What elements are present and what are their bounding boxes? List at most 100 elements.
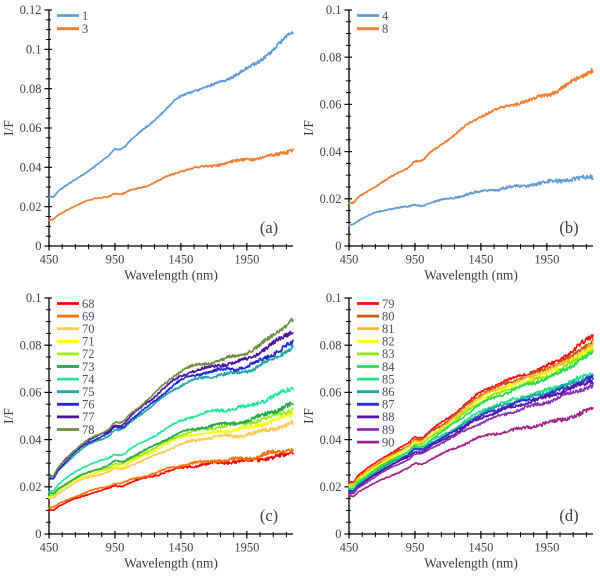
axes-frame: [348, 298, 593, 535]
legend-label-87: 87: [382, 398, 395, 412]
series-73-line: [48, 401, 294, 495]
x-tick-label: 950: [406, 541, 425, 555]
y-tick-label: 0.04: [320, 145, 343, 159]
panel-letter: (c): [260, 506, 278, 525]
legend-label-8: 8: [382, 22, 388, 36]
legend-label-74: 74: [82, 372, 95, 386]
panel-b: 450 950 1450 1950 0 0.02 0.04 0.06 0.08 0.1 Wavele…: [300, 0, 600, 288]
legend-label-78: 78: [82, 423, 95, 437]
chart-panel-b: 450 950 1450 1950 0 0.02 0.04 0.06 0.08 0.1 Wavele…: [301, 3, 594, 283]
legend-label-86: 86: [382, 385, 395, 399]
x-axis-title: Wavelength (nm): [424, 268, 518, 283]
legend-label-79: 79: [382, 297, 395, 311]
x-tick-label: 1950: [234, 541, 259, 555]
y-tick-label: 0.08: [320, 338, 342, 352]
x-axis-title: Wavelength (nm): [124, 556, 218, 571]
legend-label-90: 90: [382, 435, 395, 449]
y-tick-label: 0.02: [20, 200, 42, 214]
panel-d: 450 950 1450 1950 0 0.02 0.04 0.06 0.08 0.1 Wavele…: [300, 288, 600, 576]
legend-label-68: 68: [82, 297, 95, 311]
legend-label-70: 70: [82, 322, 95, 336]
y-tick-label: 0.06: [320, 98, 342, 112]
y-tick-label: 0.1: [26, 43, 42, 57]
legend-label-75: 75: [82, 385, 95, 399]
series-71-line: [48, 411, 294, 498]
chart-panel-d: 450 950 1450 1950 0 0.02 0.04 0.06 0.08 0.1 Wavele…: [301, 291, 594, 571]
y-axis-title: I/F: [301, 120, 316, 136]
x-tick-label: 1950: [534, 253, 559, 267]
panel-letter: (d): [559, 506, 578, 525]
x-tick-label: 450: [340, 541, 359, 555]
legend-label-76: 76: [82, 398, 95, 412]
x-tick-label: 1950: [534, 541, 559, 555]
legend-label-81: 81: [382, 322, 395, 336]
legend-label-83: 83: [382, 347, 395, 361]
y-tick-label: 0: [335, 239, 341, 253]
y-tick-label: 0.04: [20, 433, 43, 447]
y-tick-label: 0.02: [320, 480, 342, 494]
axes-frame: [348, 10, 593, 247]
series-3-line: [48, 148, 294, 222]
y-axis-title: I/F: [1, 408, 16, 424]
x-axis-title: Wavelength (nm): [424, 556, 518, 571]
legend-label-73: 73: [82, 360, 95, 374]
series-70-line: [48, 419, 294, 500]
y-tick-label: 0.06: [320, 386, 342, 400]
x-tick-label: 950: [406, 253, 425, 267]
series-69-line: [48, 447, 294, 509]
series-79-line: [348, 334, 594, 484]
x-tick-label: 450: [40, 253, 59, 267]
legend-label-72: 72: [82, 347, 95, 361]
x-tick-label: 950: [106, 541, 125, 555]
series-74-line: [48, 386, 294, 493]
y-tick-label: 0.06: [20, 121, 42, 135]
axes-frame: [48, 10, 293, 247]
x-tick-label: 1450: [168, 541, 193, 555]
legend-label-84: 84: [382, 360, 395, 374]
chart-panel-a: 450 950 1450 1950 0 0.02 0.04 0.06 0.08 0.1 0.12 Wa…: [1, 3, 294, 283]
x-tick-label: 1450: [468, 253, 493, 267]
y-tick-label: 0.04: [320, 433, 343, 447]
chart-panel-c: 450 950 1450 1950 0 0.02 0.04 0.06 0.08 0.1 Wavele…: [1, 291, 294, 571]
series-75-line: [48, 344, 294, 481]
x-tick-label: 1450: [168, 253, 193, 267]
y-tick-label: 0.08: [20, 338, 42, 352]
y-tick-label: 0.08: [320, 50, 342, 64]
axes-frame: [48, 298, 293, 535]
series-1-line: [48, 31, 294, 199]
legend-label-4: 4: [382, 9, 389, 23]
series-78-line: [48, 317, 294, 478]
y-tick-label: 0.08: [20, 82, 42, 96]
panel-letter: (a): [260, 218, 278, 237]
x-tick-label: 450: [40, 541, 59, 555]
y-tick-label: 0: [335, 527, 341, 541]
legend-label-1: 1: [82, 9, 88, 23]
x-tick-label: 1450: [468, 541, 493, 555]
x-tick-label: 450: [340, 253, 359, 267]
x-axis-title: Wavelength (nm): [124, 268, 218, 283]
series-82-line: [348, 345, 594, 489]
legend-label-77: 77: [82, 410, 95, 424]
x-tick-label: 950: [106, 253, 125, 267]
y-tick-label: 0.1: [26, 291, 42, 305]
y-tick-label: 0.02: [20, 480, 42, 494]
legend-label-80: 80: [382, 309, 395, 323]
series-77-line: [48, 330, 294, 479]
series-89-line: [348, 383, 594, 495]
panel-c: 450 950 1450 1950 0 0.02 0.04 0.06 0.08 0.1 Wavele…: [0, 288, 300, 576]
y-tick-label: 0.1: [326, 291, 342, 305]
y-tick-label: 0: [35, 239, 41, 253]
legend-label-82: 82: [382, 335, 395, 349]
y-tick-label: 0.12: [20, 3, 42, 17]
y-tick-label: 0: [35, 527, 41, 541]
panel-a: 450 950 1450 1950 0 0.02 0.04 0.06 0.08 0.1 0.12 Wa…: [0, 0, 300, 288]
series-84-line: [348, 351, 594, 490]
legend-label-85: 85: [382, 372, 395, 386]
legend-label-89: 89: [382, 423, 395, 437]
y-tick-label: 0.06: [20, 386, 42, 400]
y-tick-label: 0.1: [326, 3, 342, 17]
series-68-line: [48, 450, 294, 512]
legend-label-71: 71: [82, 335, 95, 349]
series-76-line: [48, 339, 294, 481]
